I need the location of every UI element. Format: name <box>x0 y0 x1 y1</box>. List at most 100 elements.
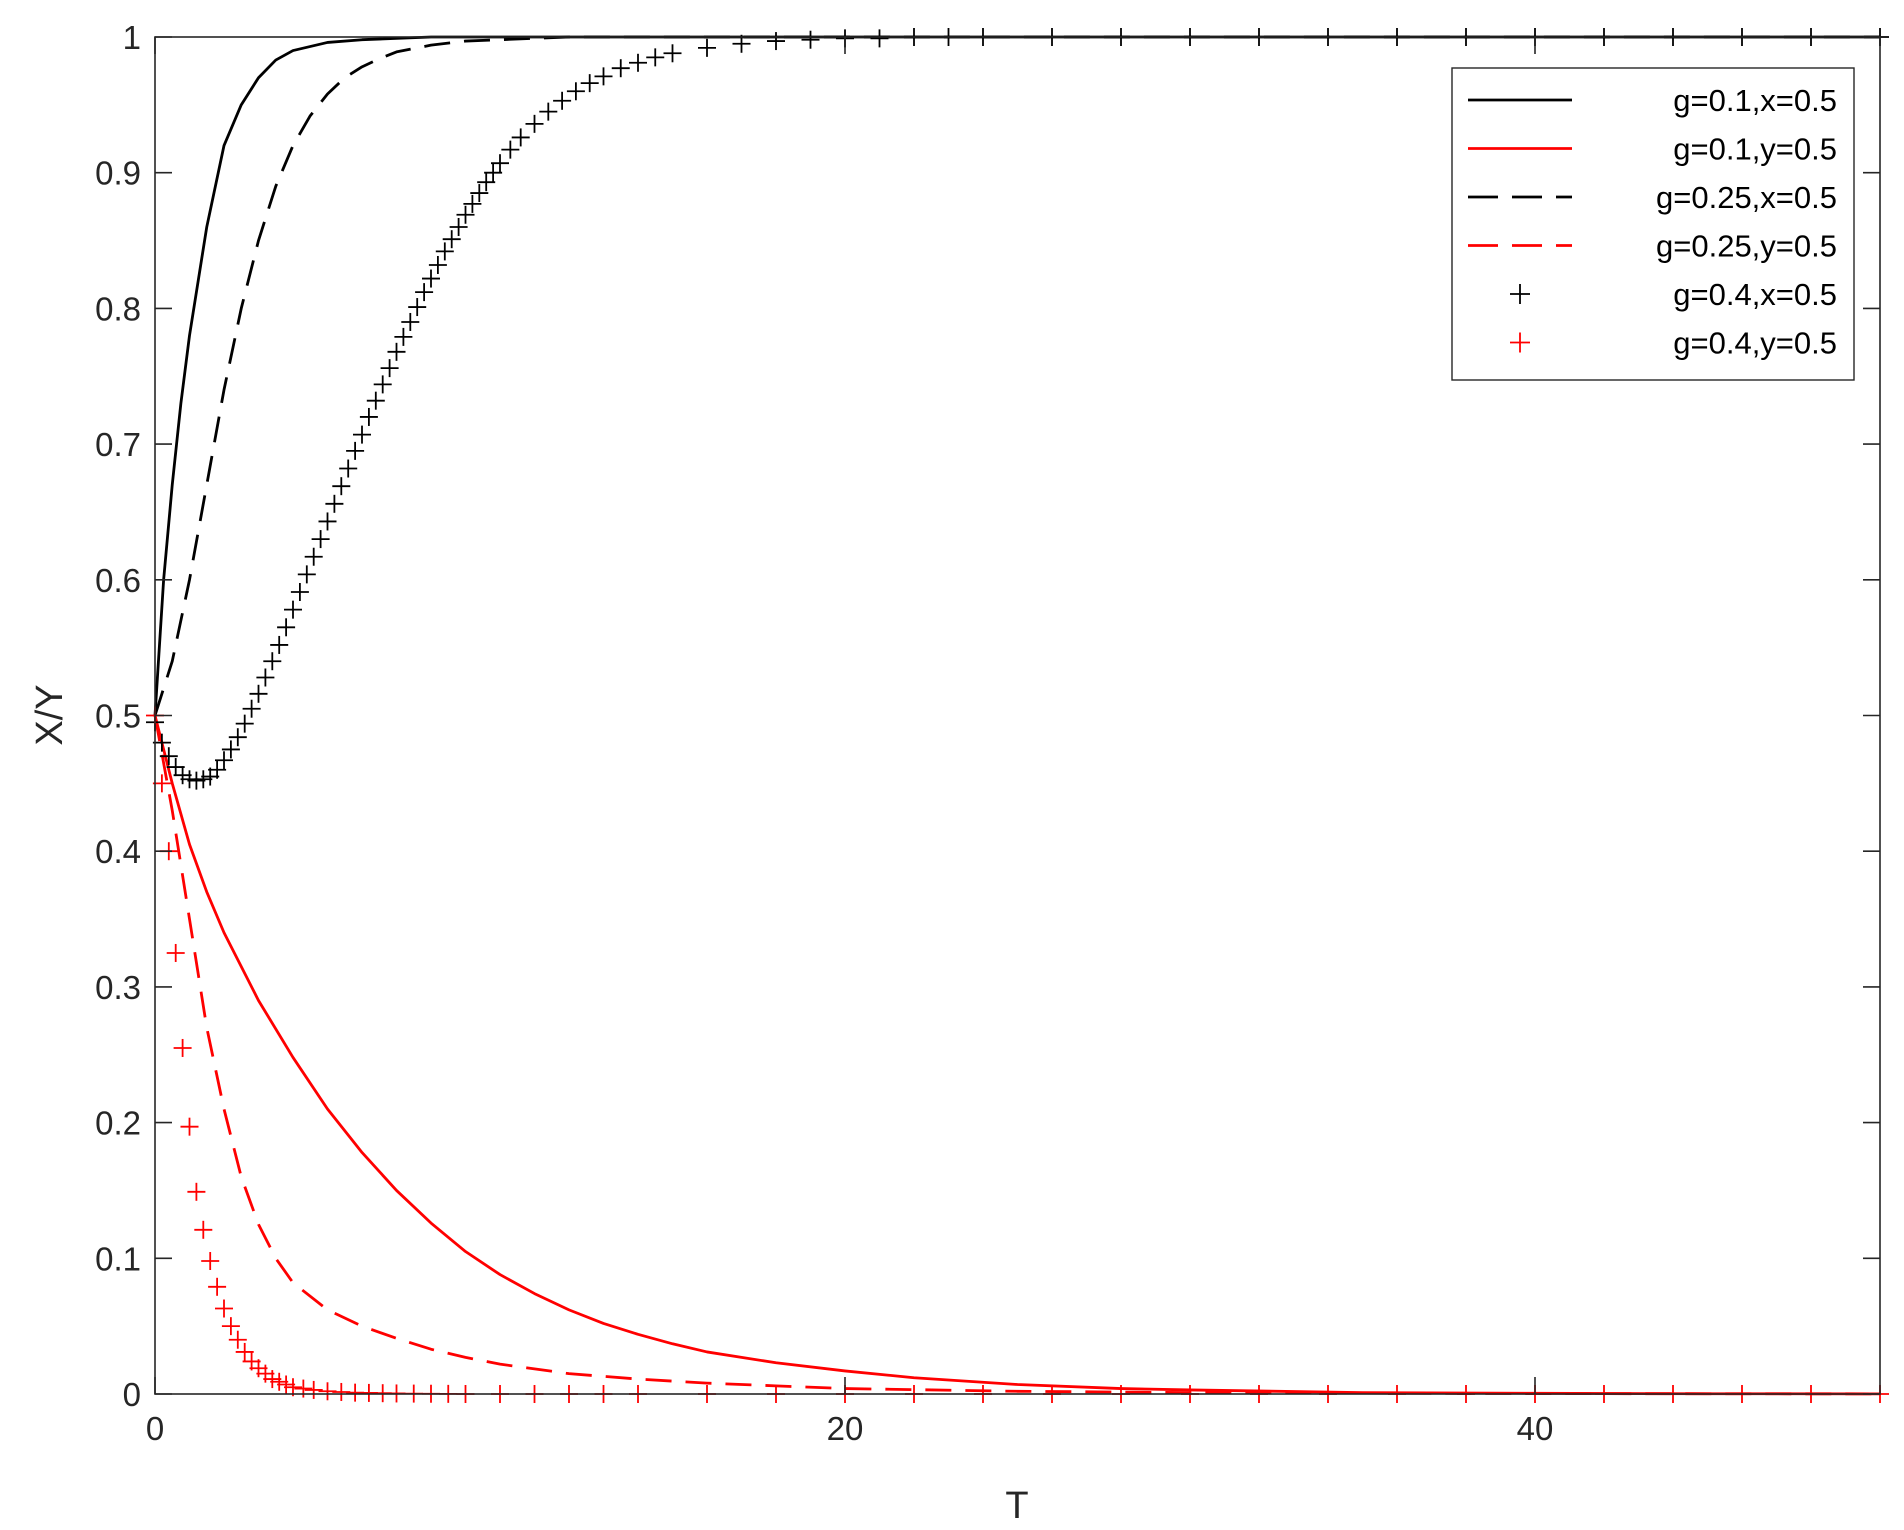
series-5-point-7 <box>194 1220 213 1239</box>
series-4-point-50 <box>491 154 509 173</box>
series-5-point-5 <box>180 1117 199 1136</box>
series-4-point-2 <box>159 747 178 766</box>
series-4-point-43 <box>442 230 461 249</box>
series-5-point-8 <box>201 1252 220 1271</box>
series-4-point-61 <box>646 48 665 67</box>
series-4-point-38 <box>408 298 427 317</box>
y-axis-title: X/Y <box>29 684 71 745</box>
legend-marker-5 <box>1510 332 1530 353</box>
legend-entry-2: g=0.25,x=0.5 <box>1468 180 1837 215</box>
series-4-point-59 <box>611 59 630 78</box>
x-tick-label-2: 40 <box>1517 1410 1554 1447</box>
series-4-point-27 <box>332 477 351 496</box>
series-4-point-55 <box>553 91 572 110</box>
series-5-point-11 <box>221 1317 240 1336</box>
series-2-line <box>153 35 1880 716</box>
series-4-point-37 <box>401 312 420 331</box>
series-4-point-22 <box>297 565 316 584</box>
tick-layer <box>154 36 1880 1395</box>
series-4-point-40 <box>422 269 440 288</box>
series-4-point-39 <box>415 283 434 302</box>
series-4-point-30 <box>353 425 371 444</box>
legend-entry-3: g=0.25,y=0.5 <box>1468 229 1837 264</box>
series-4-point-20 <box>284 600 302 619</box>
series-4-point-56 <box>566 82 585 101</box>
series-4-point-49 <box>484 163 503 182</box>
series-4-point-31 <box>359 407 378 426</box>
series-4-point-60 <box>629 53 647 72</box>
series-5-point-3 <box>166 943 185 962</box>
legend-marker-4 <box>1510 284 1530 304</box>
legend-entries: g=0.1,x=0.5 g=0.1,y=0.5 g=0.25,x=0.5 g=0.25… <box>1468 83 1837 361</box>
series-4-point-48 <box>477 173 496 192</box>
y-tick-label-1: 0.1 <box>95 1240 141 1277</box>
series-4-point-51 <box>501 140 520 159</box>
series-5-point-4 <box>173 1038 192 1057</box>
series-5-point-10 <box>215 1299 233 1318</box>
y-tick-label-7: 0.7 <box>95 426 141 463</box>
series-5-point-9 <box>208 1277 227 1296</box>
y-tick-label-5: 0.5 <box>95 698 141 735</box>
series-4-point-54 <box>539 102 558 121</box>
legend-entry-0: g=0.1,x=0.5 <box>1468 83 1837 118</box>
series-4-point-53 <box>525 114 544 133</box>
legend-entry-4: g=0.4,x=0.5 <box>1510 277 1837 312</box>
series-4-point-26 <box>325 494 344 513</box>
y-tick-label-6: 0.6 <box>95 562 141 599</box>
series-4-point-52 <box>511 128 530 147</box>
series-4-point-68 <box>870 29 889 48</box>
y-tick-label-2: 0.2 <box>95 1105 141 1142</box>
legend-label-5: g=0.4,y=0.5 <box>1673 326 1837 361</box>
series-4-point-14 <box>242 699 261 718</box>
series-4-point-32 <box>366 391 385 410</box>
legend: g=0.1,x=0.5 g=0.1,y=0.5 g=0.25,x=0.5 g=0.25… <box>1451 67 1855 381</box>
y-tick-label-3: 0.3 <box>95 969 141 1006</box>
legend-label-1: g=0.1,y=0.5 <box>1673 132 1837 167</box>
series-4-point-34 <box>380 359 399 378</box>
series-4-point-36 <box>394 327 413 346</box>
series-4-point-19 <box>277 618 296 637</box>
series-5-point-1 <box>152 774 171 793</box>
series-5-point-13 <box>235 1342 254 1361</box>
series-4-point-42 <box>435 242 454 261</box>
x-axis-title: T <box>1005 1485 1028 1527</box>
series-4-point-10 <box>215 751 233 770</box>
series-4-point-44 <box>449 217 468 236</box>
series-4-point-23 <box>304 547 323 566</box>
series-5-point-12 <box>228 1330 247 1349</box>
series-4-point-66 <box>801 30 820 49</box>
series-4-point-47 <box>470 184 489 203</box>
legend-label-2: g=0.25,x=0.5 <box>1656 180 1837 215</box>
series-1-line <box>153 715 1881 1396</box>
y-tick-label-0: 0 <box>123 1376 141 1413</box>
x-tick-label-0: 0 <box>146 1410 164 1447</box>
y-tick-label-10: 1 <box>123 19 141 56</box>
legend-box <box>1451 67 1855 381</box>
y-tick-label-9: 0.9 <box>95 155 141 192</box>
series-4-point-18 <box>270 635 289 654</box>
series-5-point-22 <box>304 1380 323 1399</box>
series-4-point-41 <box>428 255 447 274</box>
series-3 <box>153 715 1881 1396</box>
series-4-point-25 <box>318 512 337 531</box>
legend-entry-1: g=0.1,y=0.5 <box>1468 132 1837 167</box>
series-4-point-9 <box>208 760 227 779</box>
legend-label-3: g=0.25,y=0.5 <box>1656 229 1837 264</box>
series-1 <box>153 715 1881 1396</box>
series-4-point-57 <box>580 74 599 93</box>
y-tick-labels: 0 0.1 0.2 0.3 0.4 0.5 0.6 0.7 0.8 0.9 1 <box>95 19 141 1413</box>
series-4-point-29 <box>346 441 365 460</box>
y-tick-label-8: 0.8 <box>95 290 141 327</box>
series-4-point-24 <box>311 530 330 549</box>
series-4-point-15 <box>249 684 268 703</box>
legend-label-4: g=0.4,x=0.5 <box>1673 277 1837 312</box>
series-4-point-62 <box>663 44 682 63</box>
series-4-point-46 <box>463 194 482 213</box>
series-4-point-65 <box>767 32 785 51</box>
series-4-point-13 <box>235 714 254 733</box>
series-4-point-35 <box>387 342 406 361</box>
series-4-point-58 <box>594 67 613 86</box>
series-4-point-28 <box>339 459 358 478</box>
series-4-point-63 <box>698 38 716 57</box>
series-4-point-1 <box>152 733 171 752</box>
